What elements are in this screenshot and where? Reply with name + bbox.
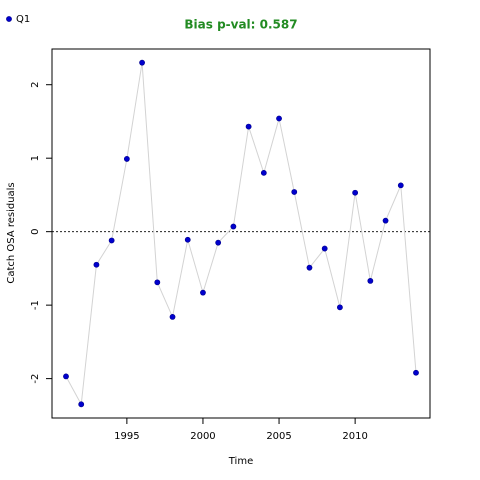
data-point: [367, 277, 374, 284]
data-point: [291, 189, 298, 195]
x-tick-label: 2000: [190, 431, 215, 442]
x-tick-label: 2005: [266, 431, 291, 442]
series-line: [65, 62, 417, 406]
x-tick-label: 2010: [342, 431, 367, 442]
data-point: [397, 182, 404, 189]
y-axis-label: Catch OSA residuals: [6, 182, 17, 283]
data-point: [169, 313, 176, 320]
data-point: [184, 236, 191, 243]
data-point: [154, 279, 161, 286]
data-point: [321, 245, 328, 252]
y-tick-label: 0: [30, 228, 41, 234]
y-tick-label: -2: [30, 374, 41, 384]
x-tick-label: 1995: [114, 431, 139, 442]
data-point: [63, 373, 69, 380]
data-point: [78, 401, 85, 408]
data-point: [123, 156, 130, 162]
x-axis-label: Time: [228, 456, 253, 467]
data-point: [215, 239, 222, 246]
legend-label: Q1: [16, 14, 30, 25]
legend-marker: [6, 16, 12, 22]
data-point: [306, 264, 313, 271]
y-tick-label: -1: [30, 300, 41, 310]
chart-title: Bias p-val: 0.587: [184, 18, 297, 32]
data-point: [382, 217, 389, 224]
data-point: [276, 115, 282, 122]
data-point: [413, 369, 419, 376]
y-tick-label: 1: [30, 155, 41, 161]
data-point: [337, 304, 343, 311]
data-point: [260, 169, 267, 176]
y-tick-label: 2: [30, 82, 41, 88]
data-point: [230, 223, 237, 230]
plot-frame: [51, 48, 431, 419]
data-point: [352, 189, 359, 196]
data-point: [245, 123, 252, 130]
data-point: [93, 261, 100, 268]
data-point: [200, 289, 206, 296]
data-point: [139, 59, 145, 66]
data-point: [108, 237, 115, 244]
